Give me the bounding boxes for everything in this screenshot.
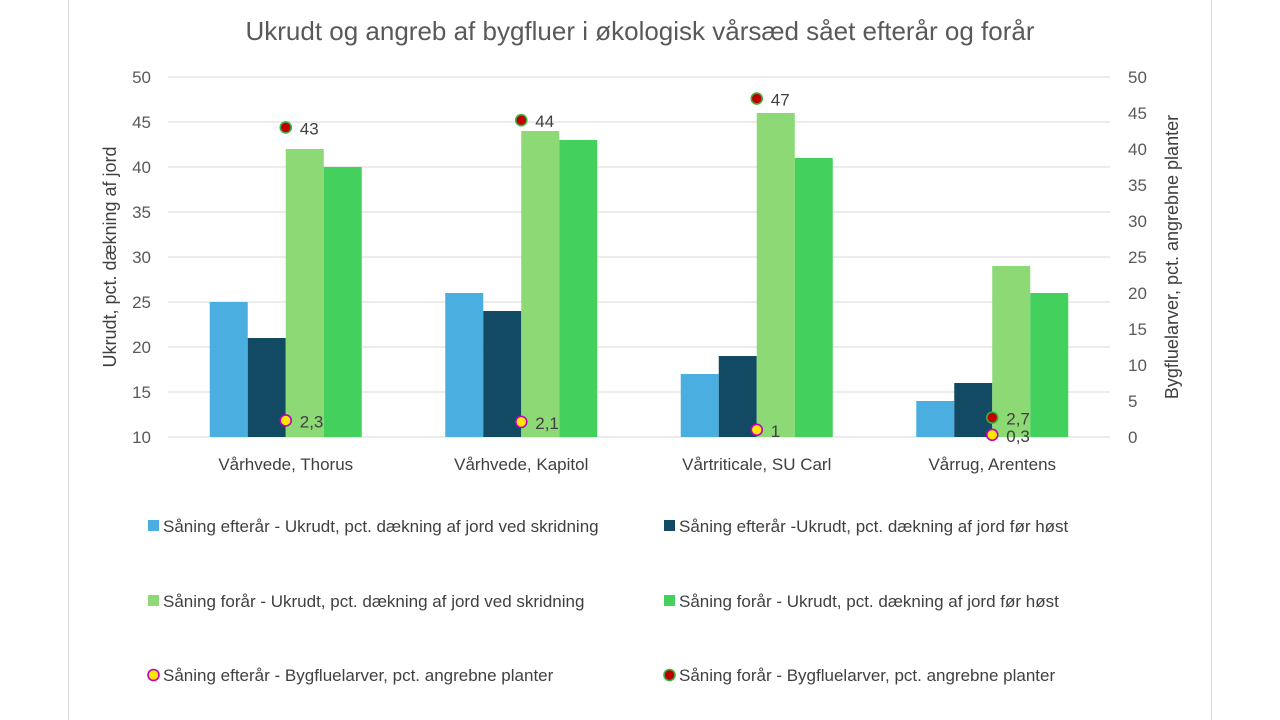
bar bbox=[1030, 293, 1069, 437]
legend-label: Såning forår - Ukrudt, pct. dækning af j… bbox=[163, 592, 584, 611]
legend-label: Såning efterår - Ukrudt, pct. dækning af… bbox=[163, 517, 599, 536]
data-label: 1 bbox=[771, 422, 780, 441]
data-label: 2,7 bbox=[1006, 410, 1030, 429]
data-label: 2,1 bbox=[535, 414, 559, 433]
data-point bbox=[750, 92, 764, 105]
y-tick-label: 25 bbox=[132, 293, 151, 312]
data-point bbox=[985, 411, 999, 424]
y2-tick-label: 20 bbox=[1128, 284, 1147, 303]
bar bbox=[954, 383, 993, 437]
y-tick-label: 30 bbox=[132, 248, 151, 267]
y-axis-ticks: 10 15 20 25 30 35 40 45 50 bbox=[132, 68, 151, 447]
y-axis-title: Ukrudt, pct. dækning af jord bbox=[100, 146, 120, 367]
y-tick-label: 50 bbox=[132, 68, 151, 87]
legend: Såning efterår - Ukrudt, pct. dækning af… bbox=[147, 517, 1069, 685]
bar bbox=[992, 266, 1031, 437]
bar bbox=[521, 131, 560, 437]
data-label: 47 bbox=[771, 91, 790, 110]
chart-frame bbox=[68, 0, 1212, 720]
category-label: Vårhvede, Thorus bbox=[218, 455, 353, 474]
legend-swatch bbox=[148, 595, 159, 606]
bar bbox=[794, 158, 833, 437]
data-point bbox=[279, 121, 293, 134]
data-label: 2,3 bbox=[300, 412, 324, 431]
y2-tick-label: 10 bbox=[1128, 356, 1147, 375]
y-tick-label: 15 bbox=[132, 383, 151, 402]
legend-label: Såning efterår - Bygfluelarver, pct. ang… bbox=[163, 666, 554, 685]
category-labels: Vårhvede, Thorus Vårhvede, Kapitol Vårtrit… bbox=[218, 455, 1056, 474]
legend-swatch bbox=[664, 520, 675, 531]
data-point bbox=[279, 414, 293, 427]
y-tick-label: 35 bbox=[132, 203, 151, 222]
y2-tick-label: 30 bbox=[1128, 212, 1147, 231]
data-label: 44 bbox=[535, 112, 554, 131]
data-point bbox=[514, 113, 528, 127]
data-point bbox=[750, 423, 764, 437]
y2-tick-label: 0 bbox=[1128, 428, 1137, 447]
legend-marker bbox=[147, 668, 160, 682]
category-label: Vårtriticale, SU Carl bbox=[682, 455, 831, 474]
chart-title: Ukrudt og angreb af bygfluer i økologisk… bbox=[245, 16, 1034, 46]
legend-marker bbox=[663, 668, 676, 682]
bar bbox=[559, 140, 598, 437]
bar bbox=[323, 167, 362, 437]
legend-swatch bbox=[148, 520, 159, 531]
bar bbox=[756, 113, 795, 437]
y2-tick-label: 25 bbox=[1128, 248, 1147, 267]
y2-tick-label: 50 bbox=[1128, 68, 1147, 87]
y2-tick-label: 5 bbox=[1128, 392, 1137, 411]
bar bbox=[718, 356, 757, 437]
y2-tick-label: 35 bbox=[1128, 176, 1147, 195]
y-tick-label: 45 bbox=[132, 113, 151, 132]
bar bbox=[445, 293, 484, 437]
legend-swatch bbox=[664, 595, 675, 606]
y-tick-label: 40 bbox=[132, 158, 151, 177]
data-point bbox=[514, 415, 528, 429]
data-point bbox=[985, 428, 999, 442]
y-tick-label: 20 bbox=[132, 338, 151, 357]
y2-tick-label: 15 bbox=[1128, 320, 1147, 339]
category-label: Vårhvede, Kapitol bbox=[454, 455, 588, 474]
bar bbox=[916, 401, 955, 437]
bars bbox=[209, 113, 1069, 437]
bar bbox=[483, 311, 522, 437]
legend-label: Såning forår - Bygfluelarver, pct. angre… bbox=[679, 666, 1055, 685]
y2-tick-label: 40 bbox=[1128, 140, 1147, 159]
points: 2,3 2,1 1 0,3 43 44 47 2,7 bbox=[279, 91, 1030, 446]
legend-label: Såning efterår -Ukrudt, pct. dækning af … bbox=[679, 517, 1069, 536]
bar bbox=[247, 338, 286, 437]
y2-axis-ticks: 0 5 10 15 20 25 30 35 40 45 50 bbox=[1128, 68, 1147, 447]
bar bbox=[680, 374, 719, 437]
data-label: 0,3 bbox=[1006, 427, 1030, 446]
y2-axis-title: Bygfluelarver, pct. angrebne planter bbox=[1162, 115, 1182, 399]
y2-tick-label: 45 bbox=[1128, 104, 1147, 123]
legend-label: Såning forår - Ukrudt, pct. dækning af j… bbox=[679, 592, 1059, 611]
data-label: 43 bbox=[300, 119, 319, 138]
y-tick-label: 10 bbox=[132, 428, 151, 447]
category-label: Vårrug, Arentens bbox=[928, 455, 1056, 474]
bar bbox=[209, 302, 248, 437]
bar bbox=[285, 149, 324, 437]
